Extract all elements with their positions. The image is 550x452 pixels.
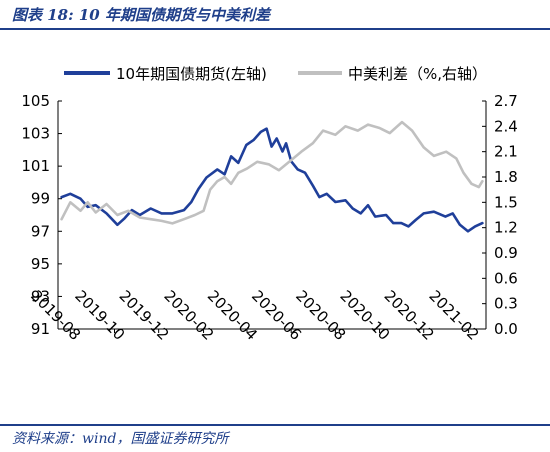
legend-label-bond-futures: 10年期国债期货(左轴) <box>116 65 267 83</box>
left-tick-label: 97 <box>31 222 50 240</box>
right-tick-label: 1.8 <box>494 168 518 186</box>
right-tick-label: 0.3 <box>494 295 518 313</box>
left-tick-label: 95 <box>31 255 50 273</box>
bottom-rule <box>0 424 550 426</box>
right-tick-label: 0.0 <box>494 320 518 338</box>
right-tick-label: 1.2 <box>494 219 518 237</box>
right-axis: 0.0 0.3 0.6 0.9 1.2 1.5 1.8 2.1 2.4 2.7 <box>482 92 518 338</box>
right-tick-label: 0.6 <box>494 269 518 287</box>
spread-line <box>60 120 484 225</box>
left-tick-label: 93 <box>31 287 50 305</box>
figure-title: 图表 18: 10 年期国债期货与中美利差 <box>12 6 270 24</box>
right-tick-label: 2.7 <box>494 92 518 110</box>
legend: 10年期国债期货(左轴) 中美利差（%,右轴） <box>64 65 487 83</box>
left-tick-label: 101 <box>21 157 50 175</box>
x-axis: 2019-082019-102019-122020-022020-042020-… <box>27 287 486 344</box>
left-tick-label: 103 <box>21 125 50 143</box>
legend-label-spread: 中美利差（%,右轴） <box>348 65 487 83</box>
left-tick-label: 99 <box>31 190 50 208</box>
left-axis: 91 93 95 97 99 101 103 105 <box>21 92 62 338</box>
left-tick-label: 105 <box>21 92 50 110</box>
chart: 10年期国债期货(左轴) 中美利差（%,右轴） 91 93 95 97 99 101 103 1… <box>21 65 518 344</box>
left-tick-label: 91 <box>31 320 50 338</box>
right-tick-label: 0.9 <box>494 244 518 262</box>
series-group <box>60 120 484 233</box>
right-tick-label: 2.4 <box>494 117 518 135</box>
right-tick-label: 2.1 <box>494 143 518 161</box>
bond-futures-line <box>60 127 484 233</box>
top-rule <box>0 28 550 30</box>
x-tick-label: 2021-02 <box>425 287 482 344</box>
right-tick-label: 1.5 <box>494 193 518 211</box>
source-note: 资料来源：wind，国盛证券研究所 <box>12 431 229 447</box>
